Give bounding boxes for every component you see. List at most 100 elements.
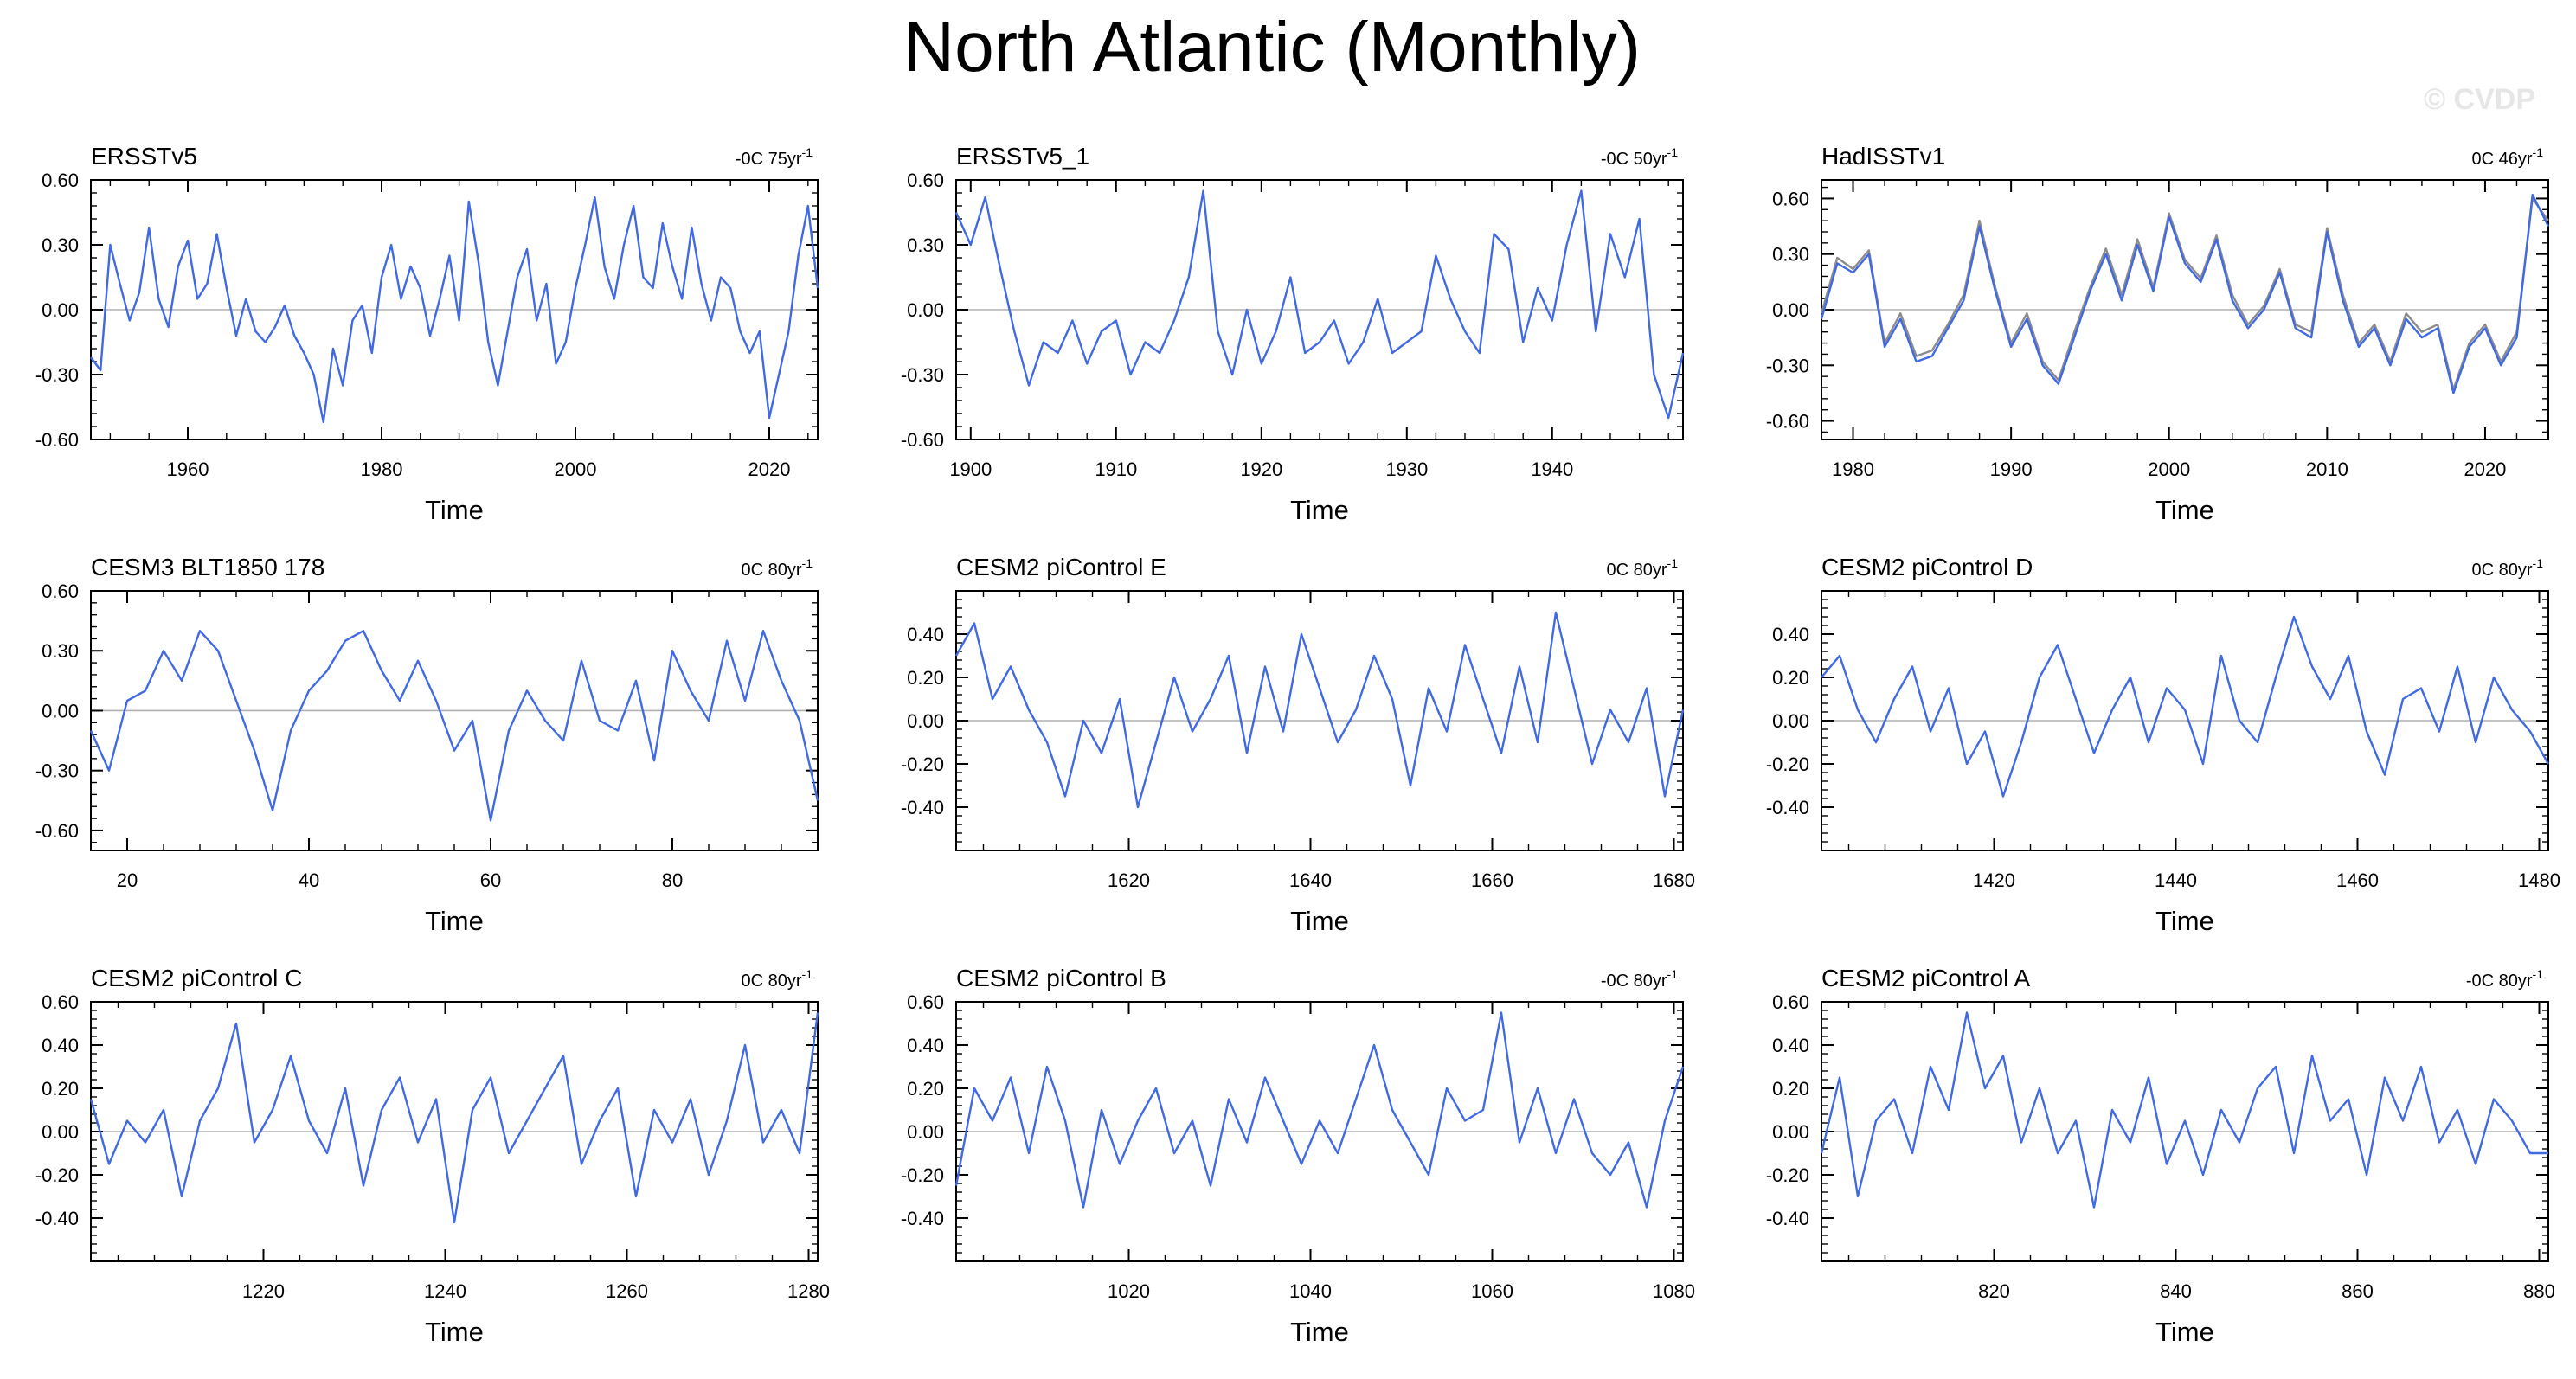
- trend-value: 0C 80yr: [742, 561, 802, 580]
- y-tick-label: 0.00: [42, 1121, 79, 1143]
- chart-panel-9: CESM2 piControl A -0C 80yr-1 820 840 860 880 -…: [1766, 965, 2555, 1347]
- y-tick-label: -0.30: [901, 364, 944, 386]
- panel-title: CESM3 BLT1850 178: [91, 554, 324, 580]
- x-tick-label: 1060: [1471, 1280, 1513, 1302]
- trend-exponent: -1: [1667, 145, 1679, 159]
- trend-value: 0C 80yr: [2472, 561, 2533, 580]
- x-tick-label: 1920: [1240, 459, 1282, 480]
- y-tick-label: 0.20: [1772, 1078, 1809, 1100]
- x-tick-label: 1240: [424, 1280, 466, 1302]
- trend-value: -0C 75yr: [736, 150, 802, 169]
- y-tick-label: 0.00: [907, 1121, 944, 1143]
- trend-value: 0C 80yr: [742, 972, 802, 991]
- x-tick-label: 1040: [1289, 1280, 1332, 1302]
- trend-label: 0C 80yr-1: [742, 967, 813, 991]
- chart-panel-4: CESM3 BLT1850 178 0C 80yr-1 20 40 60 80 -0.60 -…: [35, 554, 819, 936]
- y-tick-label: 0.30: [907, 234, 944, 256]
- y-tick-label: 0.20: [907, 1078, 944, 1100]
- x-tick-label: 1420: [1973, 869, 2015, 891]
- series-line: [954, 611, 1685, 809]
- x-tick-label: 2000: [555, 459, 597, 480]
- y-tick-label: 0.30: [42, 640, 79, 662]
- series-line: [1821, 615, 2550, 798]
- x-axis-label: Time: [425, 1317, 484, 1347]
- trend-label: 0C 80yr-1: [2472, 556, 2544, 580]
- y-tick-label: 0.40: [907, 1035, 944, 1056]
- y-tick-label: 0.20: [1772, 667, 1809, 689]
- x-tick-label: 1080: [1653, 1280, 1695, 1302]
- x-tick-label: 820: [1978, 1280, 2010, 1302]
- y-tick-label: 0.00: [1772, 710, 1809, 732]
- y-tick-label: 0.60: [1772, 188, 1809, 209]
- series-line: [1820, 197, 2549, 391]
- x-tick-label: 1960: [167, 459, 209, 480]
- x-tick-label: 880: [2523, 1280, 2555, 1302]
- y-tick-label: -0.40: [1766, 1208, 1809, 1229]
- y-tick-label: -0.20: [901, 1164, 944, 1186]
- panel-title: CESM2 piControl D: [1821, 554, 2033, 580]
- trend-label: -0C 80yr-1: [1601, 967, 1678, 991]
- y-tick-label: -0.20: [1766, 1164, 1809, 1186]
- x-tick-label: 1680: [1653, 869, 1695, 891]
- series-line: [1820, 1011, 2548, 1209]
- y-tick-label: -0.60: [35, 429, 79, 451]
- trend-label: -0C 50yr-1: [1601, 145, 1678, 169]
- chart-panel-3: HadISSTv1 0C 46yr-1 1980 1990 2000 2010 2020 -0…: [1766, 143, 2550, 525]
- x-tick-label: 1660: [1471, 869, 1513, 891]
- panel-title: CESM2 piControl E: [956, 554, 1166, 580]
- y-tick-label: 0.00: [907, 299, 944, 321]
- x-tick-label: 860: [2342, 1280, 2374, 1302]
- x-axis-label: Time: [1290, 495, 1349, 525]
- y-tick-label: -0.60: [1766, 411, 1809, 433]
- y-tick-label: -0.40: [35, 1208, 79, 1229]
- y-tick-label: -0.30: [35, 364, 79, 386]
- x-tick-label: 1900: [949, 459, 992, 480]
- y-tick-label: -0.20: [901, 754, 944, 775]
- panel-title: ERSSTv5: [91, 143, 197, 170]
- x-tick-label: 1260: [606, 1280, 648, 1302]
- y-tick-label: 0.40: [1772, 1035, 1809, 1056]
- y-tick-label: 0.60: [907, 991, 944, 1013]
- panel-title: CESM2 piControl B: [956, 965, 1166, 991]
- x-axis-label: Time: [1290, 1317, 1349, 1347]
- trend-value: 0C 46yr: [2472, 150, 2533, 169]
- y-tick-label: 0.40: [907, 624, 944, 645]
- panel-title: ERSSTv5_1: [956, 143, 1089, 170]
- x-axis-label: Time: [425, 906, 484, 936]
- y-tick-label: 0.00: [1772, 1121, 1809, 1143]
- y-tick-label: 0.60: [1772, 991, 1809, 1013]
- trend-label: -0C 75yr-1: [736, 145, 813, 169]
- trend-label: 0C 46yr-1: [2472, 145, 2544, 169]
- trend-value: -0C 80yr: [2466, 972, 2533, 991]
- y-tick-label: 0.00: [907, 710, 944, 732]
- panel-title: HadISSTv1: [1821, 143, 1945, 170]
- y-tick-label: -0.40: [1766, 797, 1809, 818]
- y-tick-label: -0.60: [901, 429, 944, 451]
- series-line: [89, 630, 819, 822]
- x-tick-label: 1280: [787, 1280, 830, 1302]
- y-tick-label: 0.30: [42, 234, 79, 256]
- chart-panel-8: CESM2 piControl B -0C 80yr-1 1020 1040 1060 1…: [901, 965, 1695, 1347]
- x-tick-label: 1980: [1832, 459, 1874, 480]
- trend-label: 0C 80yr-1: [742, 556, 813, 580]
- trend-value: -0C 80yr: [1601, 972, 1667, 991]
- series-line: [954, 1011, 1685, 1209]
- series-line: [89, 1012, 819, 1224]
- trend-exponent: -1: [2533, 967, 2544, 981]
- x-tick-label: 2020: [2464, 459, 2506, 480]
- x-tick-label: 60: [480, 869, 501, 891]
- y-tick-label: 0.20: [42, 1078, 79, 1100]
- y-tick-label: -0.40: [901, 1208, 944, 1229]
- y-tick-label: -0.20: [35, 1164, 79, 1186]
- series-line: [954, 189, 1685, 420]
- y-tick-label: 0.60: [42, 580, 79, 602]
- x-axis-label: Time: [425, 495, 484, 525]
- chart-panel-2: ERSSTv5_1 -0C 50yr-1 1900 1910 1920 1930 1940 -…: [901, 143, 1685, 525]
- x-tick-label: 1910: [1095, 459, 1137, 480]
- y-tick-label: 0.00: [42, 700, 79, 722]
- x-tick-label: 840: [2160, 1280, 2192, 1302]
- y-tick-label: 0.60: [907, 170, 944, 191]
- y-tick-label: -0.30: [35, 760, 79, 782]
- chart-panel-1: ERSSTv5 -0C 75yr-1 1960 1980 2000 2020 -0.60 -0…: [35, 143, 819, 525]
